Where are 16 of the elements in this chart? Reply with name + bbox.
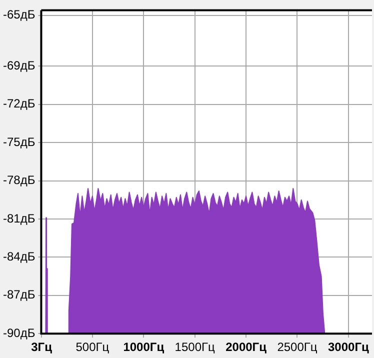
y-tick-label: -69дБ: [2, 58, 36, 73]
y-tick-label: -81дБ: [2, 211, 36, 226]
x-tick-label: 2000Гц: [226, 340, 268, 354]
x-tick-label: 3000Гц: [328, 340, 370, 354]
y-tick-label: -72дБ: [2, 96, 36, 111]
y-tick-label: -90дБ: [2, 326, 36, 340]
x-tick-label: 1000Гц: [123, 340, 165, 354]
y-tick-label: -87дБ: [2, 288, 36, 302]
y-tick-label: -84дБ: [2, 250, 36, 264]
y-tick-label: -65дБ: [2, 8, 36, 22]
x-tick-label: 1500Гц: [174, 340, 215, 354]
y-tick-label: -78дБ: [2, 173, 36, 188]
x-tick-label: 2500Гц: [277, 340, 318, 354]
y-tick-label: -75дБ: [2, 134, 36, 149]
x-tick-label: 500Гц: [76, 340, 110, 354]
x-tick-label: 3Гц: [31, 340, 53, 354]
